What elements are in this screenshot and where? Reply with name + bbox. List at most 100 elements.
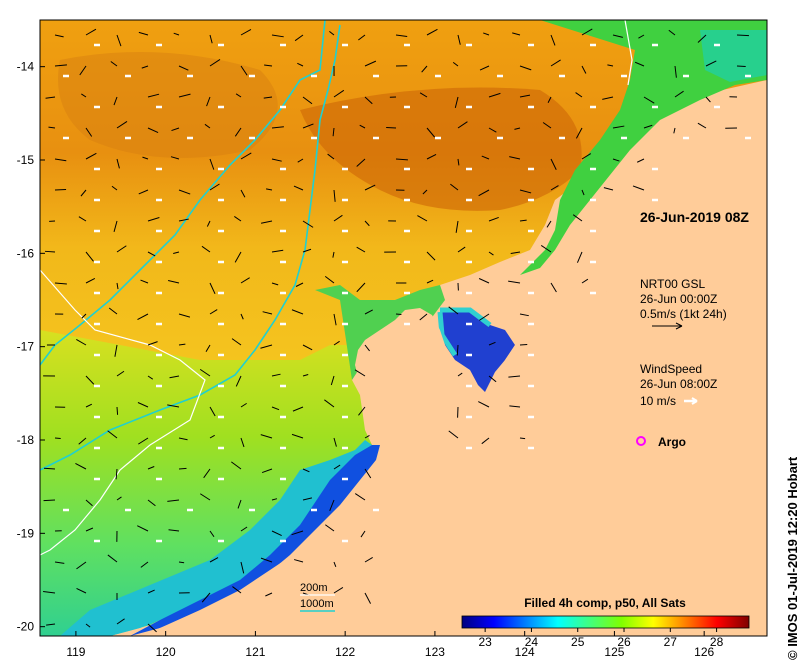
current-vector [43, 467, 56, 470]
current-vector [547, 96, 552, 103]
gulf-water [440, 310, 515, 392]
current-vector [234, 216, 242, 222]
current-vector [85, 403, 93, 408]
current-legend: NRT00 GSL 26-Jun 00:00Z 0.5m/s (1kt 24h) [640, 277, 727, 330]
current-vector [488, 341, 496, 346]
current-vector [173, 251, 180, 254]
current-vector [206, 96, 211, 107]
current-vector [478, 278, 490, 284]
current-vector [54, 561, 65, 564]
wind-legend-scale: 10 m/s [640, 394, 676, 408]
current-vector [260, 434, 273, 439]
current-vector [140, 561, 149, 568]
x-axis: 119 120 121 122 123 124 125 126 [66, 631, 715, 659]
current-vector [386, 126, 397, 129]
isobath-200m-label: 200m [300, 582, 328, 594]
current-vector [75, 462, 87, 470]
current-vector [479, 313, 490, 321]
current-vector [455, 220, 459, 233]
argo-label: Argo [658, 435, 686, 449]
current-vector [178, 343, 186, 346]
current-vector [333, 586, 344, 594]
current-vector [85, 623, 91, 628]
current-vector [178, 313, 191, 318]
current-vector [147, 341, 158, 346]
current-vector [168, 529, 180, 532]
current-vector [550, 282, 557, 293]
current-vector [147, 623, 157, 633]
current-vector [668, 29, 676, 36]
current-vector [209, 59, 221, 67]
current-vector [673, 127, 676, 134]
colorbar-tick-label: 28 [710, 635, 724, 649]
current-vector [457, 121, 468, 129]
current-vector [636, 158, 645, 163]
current-vector [488, 216, 499, 222]
current-vector [457, 372, 463, 377]
current-vector [46, 623, 56, 626]
current-vector [356, 158, 366, 167]
current-vector [137, 402, 149, 408]
current-vector [271, 34, 284, 38]
current-vector [115, 468, 118, 480]
current-vector [457, 246, 466, 253]
current-scale-arrowhead-icon [675, 322, 683, 330]
current-vector [488, 127, 497, 133]
current-vector [419, 92, 428, 98]
current-vector [325, 524, 335, 532]
current-vector [147, 93, 160, 98]
current-vector [356, 246, 366, 253]
current-vector [209, 530, 215, 538]
current-vector [333, 189, 336, 202]
current-vector [292, 406, 304, 412]
current-vector [79, 65, 87, 76]
current-vector [448, 430, 459, 439]
current-vector [330, 375, 335, 386]
current-vector [113, 220, 118, 233]
current-vector [173, 32, 180, 36]
x-tick-label: 121 [245, 645, 265, 659]
date-label: 26-Jun-2019 08Z [640, 209, 749, 225]
current-vector [240, 29, 252, 36]
current-vector [240, 437, 245, 448]
isobath-legend: 200m 1000m [300, 582, 335, 612]
current-vector [271, 126, 284, 129]
current-vector [479, 65, 490, 71]
current-vector [519, 189, 532, 194]
current-vector [417, 215, 428, 222]
x-tick-label: 122 [335, 645, 355, 659]
current-vector [262, 311, 273, 315]
current-vector [138, 31, 149, 36]
current-vector [291, 530, 304, 536]
current-vector [488, 375, 497, 383]
current-vector [364, 468, 372, 479]
current-vector [240, 152, 252, 160]
current-vector [364, 220, 370, 227]
current-vector [514, 127, 521, 130]
current-vector [209, 282, 216, 295]
current-vector [421, 65, 428, 73]
current-vector [231, 461, 242, 470]
colorbar-tick-label: 25 [571, 635, 585, 649]
colorbar-gradient-bar [461, 615, 750, 629]
current-vector [488, 92, 501, 98]
current-vector [260, 220, 273, 224]
current-vector [426, 153, 437, 160]
current-vector [450, 183, 459, 191]
current-vector [44, 250, 56, 253]
current-vector [297, 158, 304, 163]
gulf-rim [437, 307, 492, 357]
current-vector [302, 497, 313, 501]
current-vector [167, 404, 180, 408]
current-vector [697, 122, 707, 129]
current-vector [481, 437, 490, 445]
current-vector [167, 499, 180, 502]
north-coast-band [520, 20, 767, 275]
current-vector [333, 464, 341, 470]
current-vector [261, 468, 273, 474]
current-vector [116, 282, 119, 290]
current-vector [76, 587, 87, 594]
current-vector [364, 309, 373, 315]
y-tick-label: -20 [17, 620, 35, 634]
current-vector [271, 498, 278, 501]
